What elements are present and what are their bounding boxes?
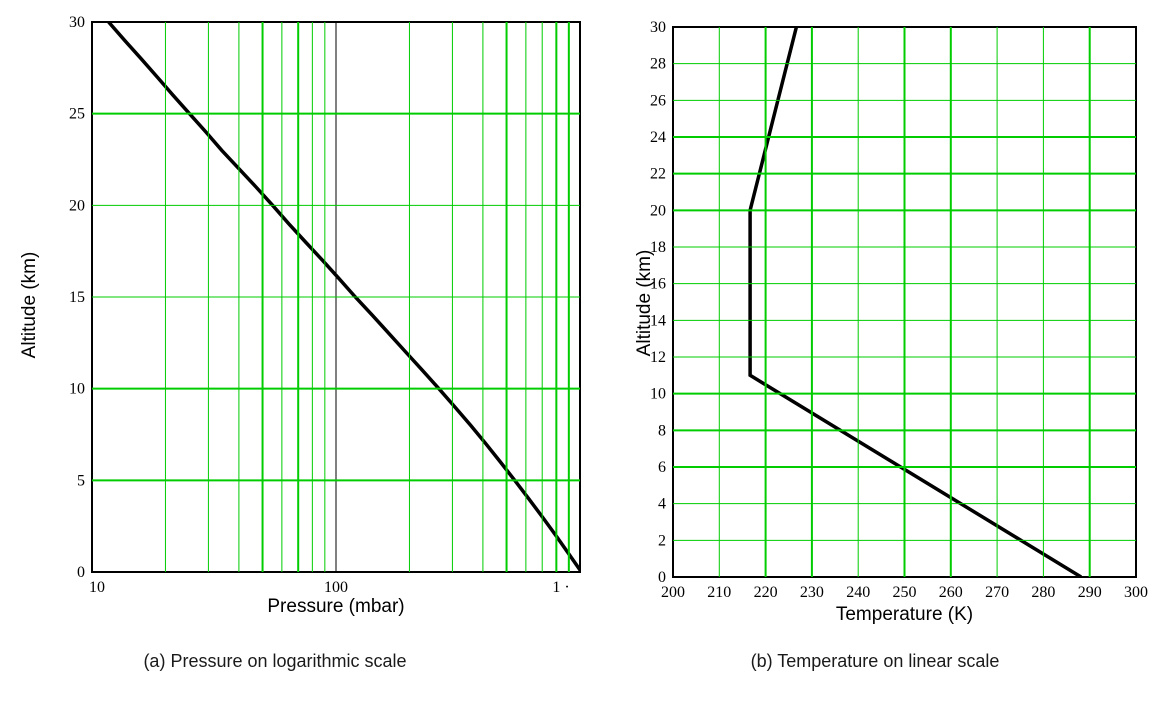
pressure-y-tick-label: 0 bbox=[77, 564, 85, 581]
temperature-x-tick-label: 220 bbox=[754, 584, 778, 601]
temperature-x-tick-label: 300 bbox=[1124, 584, 1148, 601]
temperature-chart-x-axis-title: Temperature (K) bbox=[835, 604, 974, 625]
temperature-x-tick-label: 210 bbox=[707, 584, 731, 601]
pressure-chart-y-axis-title: Altitude (km) bbox=[19, 251, 40, 359]
pressure-x-tick-labels: 10 100 1 · bbox=[89, 579, 570, 596]
temperature-y-tick-label: 20 bbox=[650, 202, 666, 219]
temperature-y-tick-label: 14 bbox=[650, 312, 666, 329]
standard-atmosphere-temperature-profile bbox=[748, 27, 1083, 577]
pressure-y-tick-label: 30 bbox=[69, 14, 85, 31]
temperature-chart-y-axis-title: Altitude (km) bbox=[634, 249, 655, 357]
pressure-y-tick-label: 20 bbox=[69, 197, 85, 214]
temperature-y-tick-label: 0 bbox=[658, 569, 666, 586]
temperature-y-tick-label: 16 bbox=[650, 276, 666, 293]
pressure-x-tick-label: 100 bbox=[324, 579, 348, 596]
temperature-gridlines bbox=[673, 27, 1136, 577]
temperature-x-tick-label: 250 bbox=[893, 584, 917, 601]
temperature-y-tick-label: 2 bbox=[658, 532, 666, 549]
temperature-y-tick-label: 6 bbox=[658, 459, 666, 476]
pressure-y-tick-labels: 0 5 10 15 20 25 30 bbox=[69, 14, 85, 581]
temperature-y-tick-label: 18 bbox=[650, 239, 666, 256]
pressure-chart-x-axis-title: Pressure (mbar) bbox=[267, 596, 405, 617]
temperature-x-tick-label: 280 bbox=[1031, 584, 1055, 601]
temperature-y-tick-label: 22 bbox=[650, 166, 666, 183]
temperature-y-tick-label: 28 bbox=[650, 56, 666, 73]
temperature-y-tick-label: 24 bbox=[650, 129, 666, 146]
temperature-y-tick-label: 4 bbox=[658, 496, 666, 513]
pressure-y-tick-label: 10 bbox=[69, 381, 85, 398]
temperature-y-tick-label: 30 bbox=[650, 19, 666, 36]
pressure-y-tick-label: 5 bbox=[77, 472, 85, 489]
temperature-y-tick-label: 12 bbox=[650, 349, 666, 366]
temperature-x-tick-label: 290 bbox=[1078, 584, 1102, 601]
temperature-x-tick-label: 230 bbox=[800, 584, 824, 601]
caption-temperature-chart: (b) Temperature on linear scale bbox=[750, 651, 1000, 671]
caption-pressure-chart: (a) Pressure on logarithmic scale bbox=[143, 651, 407, 671]
temperature-plot: 200 210 220 230 240 250 260 270 280 290 3000246810… bbox=[650, 19, 1148, 601]
temperature-x-tick-label: 240 bbox=[846, 584, 870, 601]
temperature-y-tick-label: 8 bbox=[658, 422, 666, 439]
pressure-x-tick-label: 10 bbox=[89, 579, 105, 596]
temperature-x-tick-label: 260 bbox=[939, 584, 963, 601]
pressure-y-tick-label: 25 bbox=[69, 106, 85, 123]
temperature-y-tick-label: 10 bbox=[650, 386, 666, 403]
pressure-gridlines bbox=[92, 22, 580, 572]
pressure-x-tick-label: 1 · bbox=[552, 579, 569, 596]
temperature-x-tick-label: 270 bbox=[985, 584, 1009, 601]
temperature-y-tick-label: 26 bbox=[650, 92, 666, 109]
temperature-x-tick-labels: 200 210 220 230 240 250 260 270 280 290 300 bbox=[661, 584, 1148, 601]
temperature-x-tick-label: 200 bbox=[661, 584, 685, 601]
pressure-y-tick-label: 15 bbox=[69, 289, 85, 306]
